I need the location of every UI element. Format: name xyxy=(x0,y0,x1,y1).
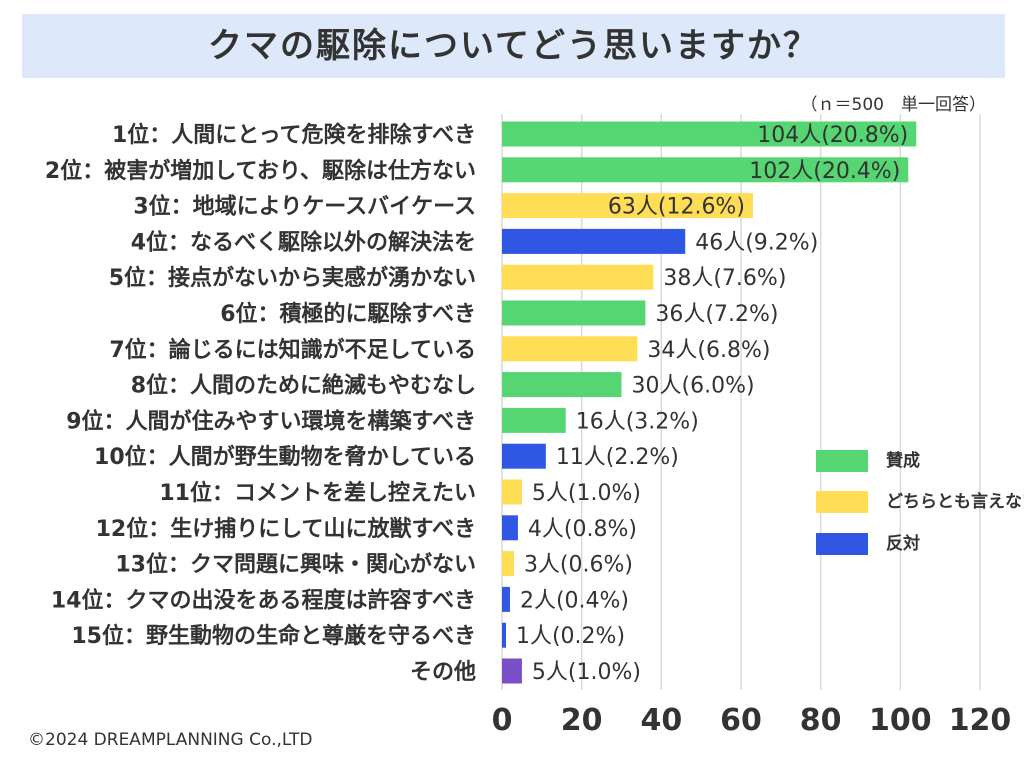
category-label: 6位：積極的に駆除すべき xyxy=(220,301,476,327)
x-tick-label: 0 xyxy=(492,703,513,738)
sample-note: （ｎ＝500 単一回答） xyxy=(800,95,986,115)
bar xyxy=(502,264,654,290)
category-label: 13位：クマ問題に興味・関心がない xyxy=(115,552,476,578)
bar xyxy=(502,515,518,541)
x-tick-label: 120 xyxy=(949,703,1012,738)
bar xyxy=(502,658,522,684)
legend-label-agree: 賛成 xyxy=(886,451,920,471)
value-label: 36人(7.2%) xyxy=(655,302,778,327)
bar xyxy=(502,622,506,648)
bar xyxy=(502,551,514,577)
value-label: 2人(0.4%) xyxy=(520,588,629,613)
value-label: 1人(0.2%) xyxy=(516,624,625,649)
category-label: 10位：人間が野生動物を脅かしている xyxy=(94,444,476,470)
value-label: 11人(2.2%) xyxy=(556,445,679,470)
legend-swatch-disagree xyxy=(816,533,868,555)
bar xyxy=(502,372,622,398)
x-tick-label: 20 xyxy=(561,703,603,738)
legend-swatch-agree xyxy=(816,450,868,472)
category-label: 8位：人間のために絶滅もやむなし xyxy=(131,373,476,399)
category-label: 9位：人間が住みやすい環境を構築すべき xyxy=(66,408,476,434)
legend-label-neutral: どちらとも言えない xyxy=(886,492,1024,512)
category-label: 1位：人間にとって危険を排除すべき xyxy=(112,122,476,148)
category-label: その他 xyxy=(410,660,476,685)
bar xyxy=(502,443,546,469)
x-tick-label: 100 xyxy=(869,703,932,738)
bar xyxy=(502,407,566,433)
value-label: 104人(20.8%) xyxy=(757,123,908,148)
value-label: 16人(3.2%) xyxy=(576,409,699,434)
category-label: 3位：地域によりケースバイケース xyxy=(133,194,476,220)
x-tick-label: 80 xyxy=(800,703,842,738)
value-label: 38人(7.6%) xyxy=(663,266,786,291)
value-label: 102人(20.4%) xyxy=(749,159,900,184)
value-label: 4人(0.8%) xyxy=(528,517,637,542)
bar xyxy=(502,479,522,505)
bar xyxy=(502,336,638,362)
chart-title: クマの駆除についてどう思いますか？ xyxy=(208,26,819,66)
category-label: 11位：コメントを差し控えたい xyxy=(159,480,476,506)
x-tick-label: 60 xyxy=(720,703,762,738)
value-label: 5人(1.0%) xyxy=(532,660,641,685)
bar xyxy=(502,157,909,183)
value-label: 30人(6.0%) xyxy=(632,374,755,399)
x-tick-label: 40 xyxy=(640,703,682,738)
bar xyxy=(502,193,753,219)
title-bar: クマの駆除についてどう思いますか？ xyxy=(22,14,1005,78)
category-label: 15位：野生動物の生命と尊厳を守るべき xyxy=(71,623,476,649)
value-label: 34人(6.8%) xyxy=(647,338,770,363)
category-label: 7位：論じるには知識が不足している xyxy=(109,337,476,363)
value-label: 3人(0.6%) xyxy=(524,553,633,578)
category-label: 2位：被害が増加しており、駆除は仕方ない xyxy=(45,158,476,184)
category-label: 5位：接点がないから実感が湧かない xyxy=(109,265,476,291)
bar xyxy=(502,121,917,147)
category-label: 12位：生け捕りにして山に放獣すべき xyxy=(96,516,476,542)
bar xyxy=(502,300,646,326)
category-label: 14位：クマの出没をある程度は許容すべき xyxy=(51,587,476,613)
value-label: 63人(12.6%) xyxy=(608,195,745,220)
copyright: ©2024 DREAMPLANNING Co.,LTD xyxy=(28,730,313,750)
category-label: 4位：なるべく駆除以外の解決法を xyxy=(131,229,476,255)
value-label: 5人(1.0%) xyxy=(532,481,641,506)
legend-label-disagree: 反対 xyxy=(886,534,920,554)
bar xyxy=(502,586,510,612)
bar xyxy=(502,228,686,254)
value-label: 46人(9.2%) xyxy=(695,230,818,255)
legend-swatch-neutral xyxy=(816,491,868,513)
